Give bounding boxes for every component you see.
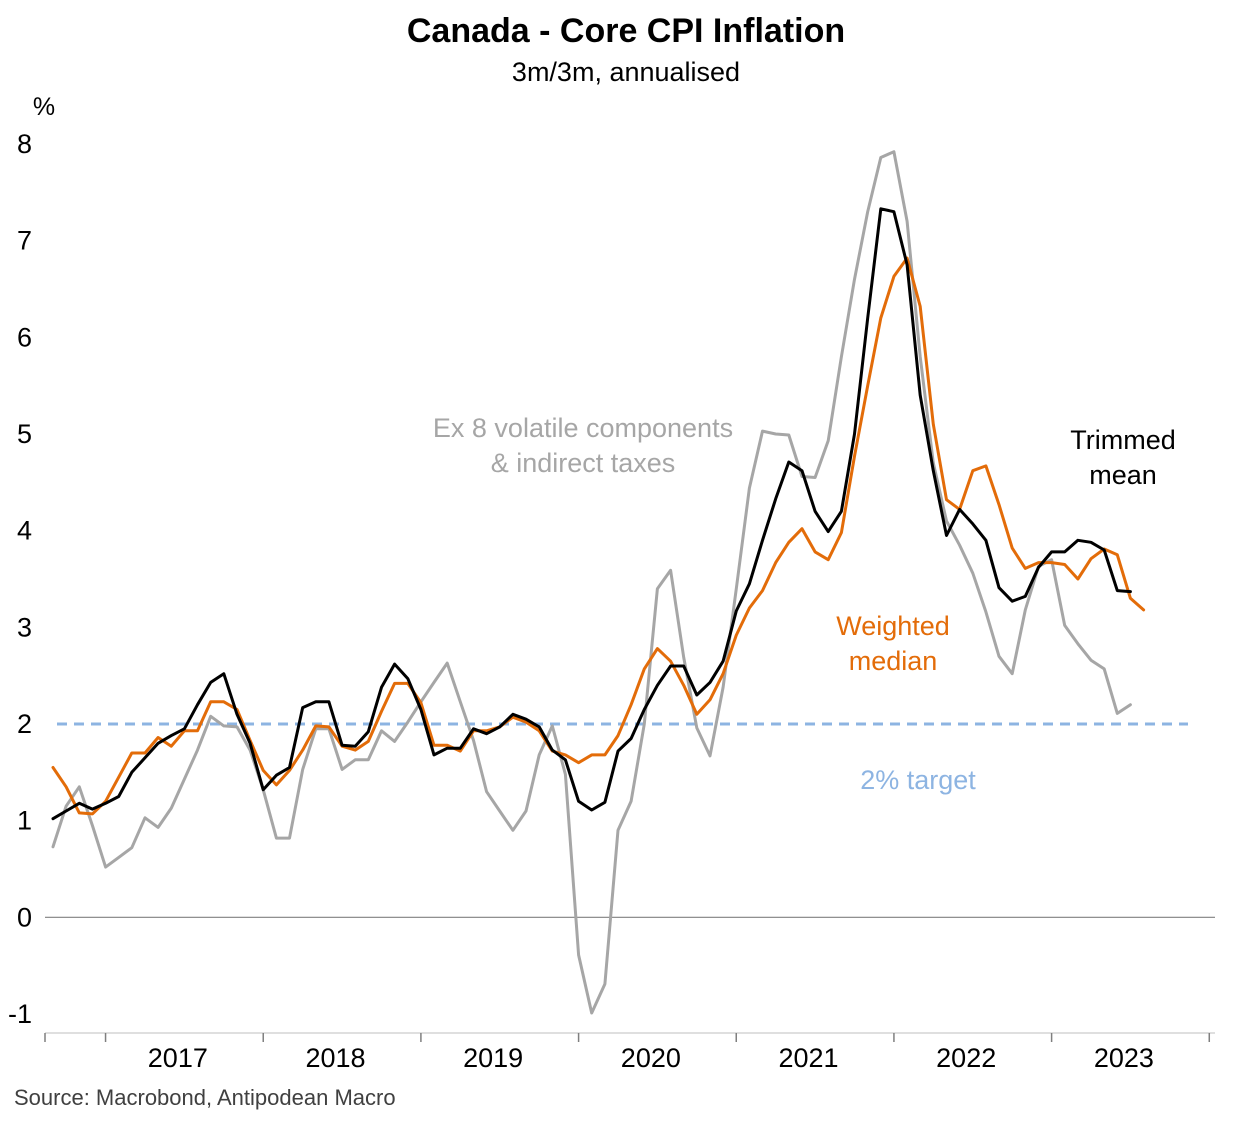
y-axis-unit-label: % <box>33 93 55 121</box>
x-tick-label: 2020 <box>621 1043 681 1073</box>
target-line-layer: 2% target <box>57 722 1188 795</box>
y-tick-labels: -1 0 1 2 3 4 5 6 7 8 <box>8 129 32 1029</box>
chart-subtitle: 3m/3m, annualised <box>512 57 740 87</box>
target-label: 2% target <box>860 765 976 795</box>
y-tick-label: 8 <box>17 129 32 159</box>
y-tick-label: 0 <box>17 902 32 932</box>
y-tick-label: 2 <box>17 709 32 739</box>
x-tick-label: 2018 <box>305 1043 365 1073</box>
series-line <box>51 256 1146 816</box>
y-tick-label: 5 <box>17 419 32 449</box>
x-tick-label: 2022 <box>936 1043 996 1073</box>
source-note: Source: Macrobond, Antipodean Macro <box>14 1085 396 1110</box>
series-annotations: Ex 8 volatile components & indirect taxes… <box>433 413 1176 676</box>
y-tick-label: 4 <box>17 516 32 546</box>
y-tick-label: 1 <box>17 806 32 836</box>
series-layer <box>51 150 1146 1015</box>
y-tick-label: 6 <box>17 322 32 352</box>
x-tick-label: 2017 <box>148 1043 208 1073</box>
y-tick-label: 3 <box>17 612 32 642</box>
series-label: Weighted <box>836 611 950 641</box>
series-label: median <box>849 646 938 676</box>
series-label: mean <box>1089 460 1157 490</box>
x-axis: 2017 2018 2019 2020 2021 2022 2023 <box>44 1032 1215 1073</box>
y-tick-label: 7 <box>17 226 32 256</box>
series-label: & indirect taxes <box>491 448 676 478</box>
y-tick-label: -1 <box>8 999 32 1029</box>
x-tick-label: 2019 <box>463 1043 523 1073</box>
x-tick-label: 2021 <box>778 1043 838 1073</box>
series-label: Ex 8 volatile components <box>433 413 733 443</box>
x-tick-label: 2023 <box>1094 1043 1154 1073</box>
series-label: Trimmed <box>1070 425 1176 455</box>
series-line <box>51 150 1132 1015</box>
series-line <box>51 207 1132 821</box>
chart-title: Canada - Core CPI Inflation <box>407 12 845 50</box>
